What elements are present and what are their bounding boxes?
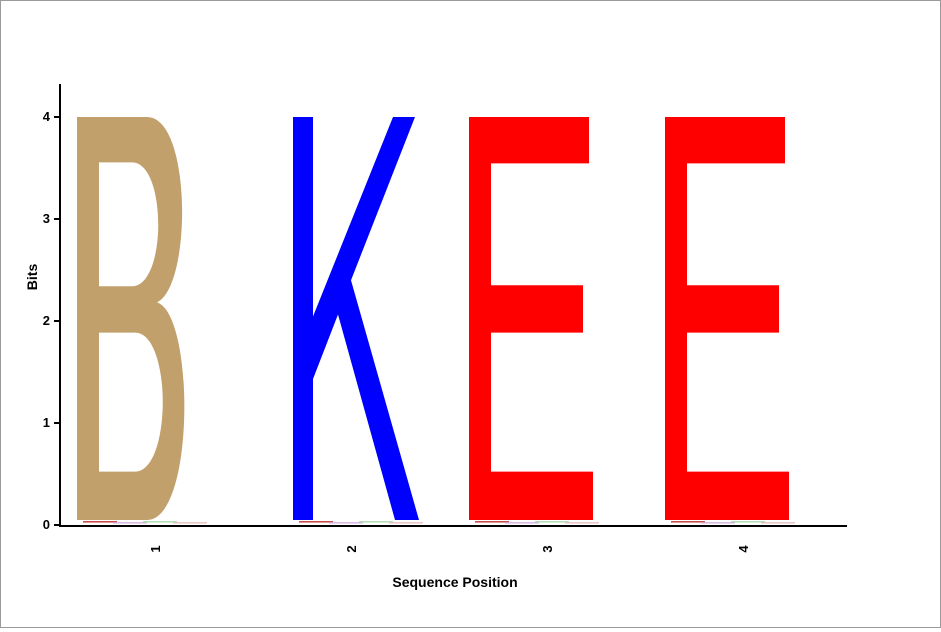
- x-tick-label: 4: [736, 545, 751, 553]
- y-axis-title: Bits: [24, 264, 40, 291]
- minor-letter-sliver: [535, 521, 569, 523]
- y-tick-label: 2: [43, 313, 50, 328]
- x-tick-label: 1: [148, 545, 163, 552]
- y-axis-ticks: 0 1 2 3 4: [43, 109, 60, 532]
- minor-letter-sliver: [113, 522, 147, 524]
- minor-letter-sliver: [671, 521, 705, 523]
- minor-letter-sliver: [565, 522, 599, 524]
- minor-letter-sliver: [299, 521, 333, 523]
- x-axis-ticks: 1 2 3 4: [148, 545, 751, 553]
- minor-letter-sliver: [389, 522, 423, 524]
- logo-letter-b: [77, 117, 185, 520]
- y-tick-label: 3: [43, 211, 50, 226]
- minor-letter-sliver: [731, 521, 765, 523]
- y-tick-label: 1: [43, 415, 50, 430]
- minor-letter-sliver: [761, 522, 795, 524]
- logo-letter-e: [469, 117, 593, 520]
- minor-letter-sliver: [475, 521, 509, 523]
- logo-letter-e: [665, 117, 789, 520]
- minor-letter-sliver: [359, 521, 393, 523]
- x-axis-title: Sequence Position: [392, 574, 517, 590]
- minor-letter-sliver: [701, 522, 735, 524]
- x-tick-label: 2: [344, 545, 359, 552]
- minor-letter-sliver: [143, 521, 177, 523]
- minor-letter-sliver: [329, 522, 363, 524]
- letter-stack-group: [77, 117, 795, 524]
- logo-letter-k: [293, 117, 419, 520]
- y-tick-label: 4: [43, 109, 51, 124]
- y-tick-label: 0: [43, 517, 50, 532]
- x-tick-label: 3: [540, 545, 555, 552]
- minor-letter-sliver: [505, 522, 539, 524]
- minor-letter-sliver: [83, 521, 117, 523]
- minor-letter-sliver: [173, 522, 207, 524]
